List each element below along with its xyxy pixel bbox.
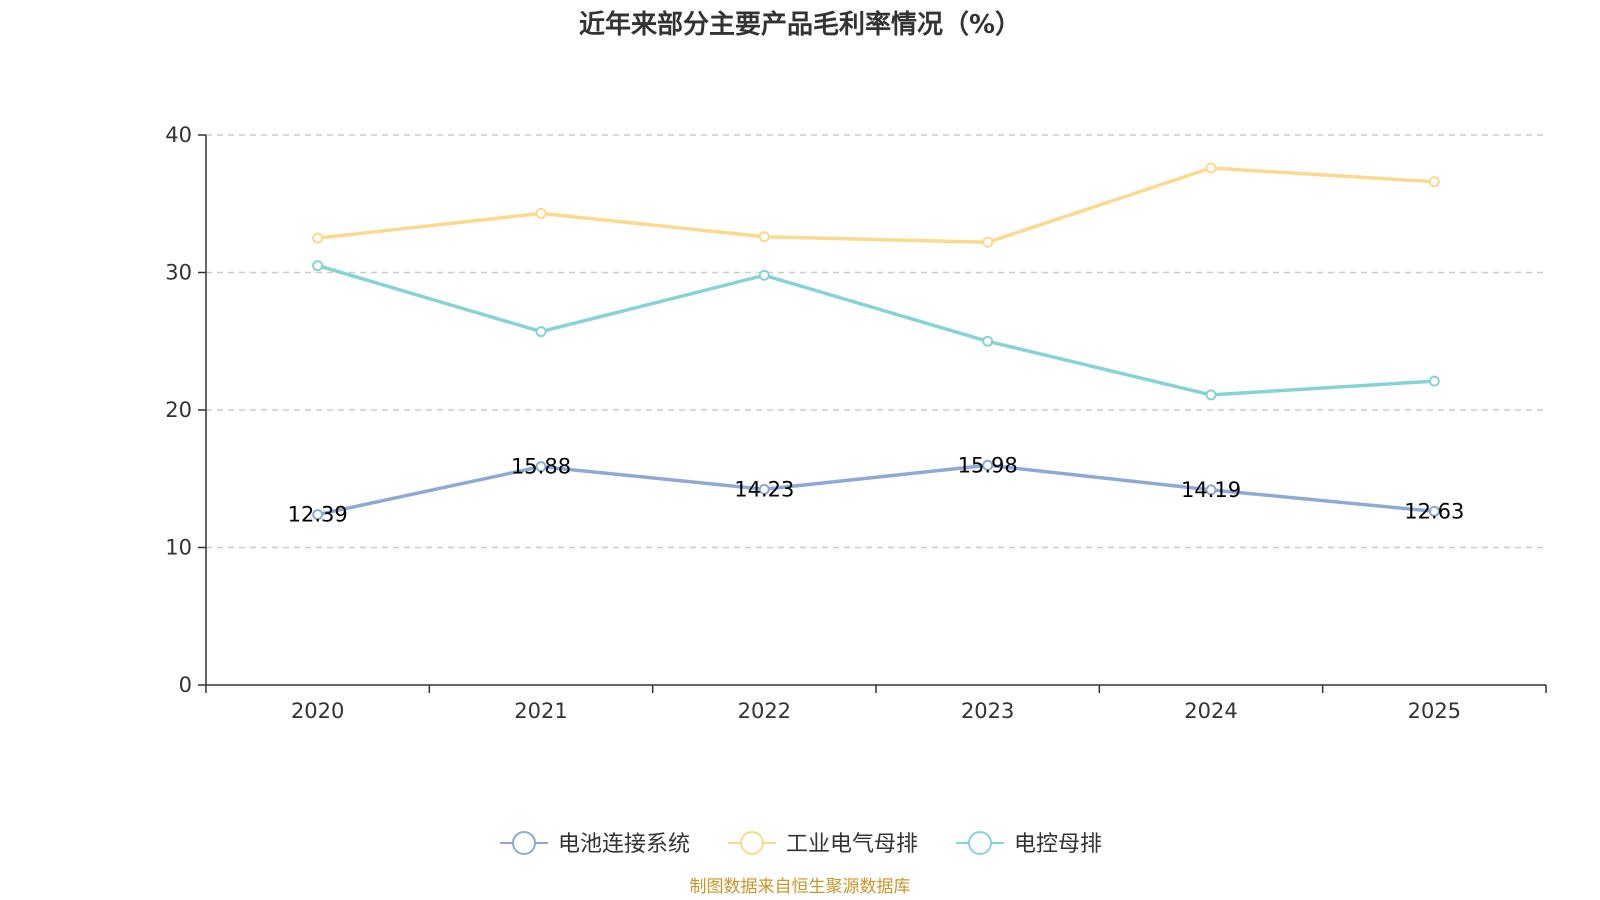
series-0-point-2023 [982,459,994,471]
legend-item-0[interactable]: 电池连接系统 [500,831,690,857]
legend[interactable]: 电池连接系统 工业电气母排 电控母排 [500,831,1102,857]
series-1-point-2020 [312,232,324,244]
legend-item-1[interactable]: 工业电气母排 [728,831,918,857]
y-tick-label-10: 10 [165,536,192,560]
legend-marker-2 [968,831,992,855]
series-line-0 [315,463,1437,517]
series-2-point-2024 [1205,389,1217,401]
series-2-point-2022 [758,269,770,281]
series-0-label-2020: 12.39 [288,503,348,527]
series-0-label-2024: 14.19 [1181,478,1241,502]
series-0-point-2022 [758,483,770,495]
series-1-point-2023 [982,236,994,248]
series-2-point-2020 [312,260,324,272]
series-0-label-2022: 14.23 [734,477,794,501]
y-tick-label-20: 20 [165,398,192,422]
legend-marker-1 [740,831,764,855]
series-1-point-2022 [758,231,770,243]
y-tick-label-0: 0 [179,673,192,697]
series-2-point-2023 [982,335,994,347]
series-0-point-2025 [1428,505,1440,517]
series-line-2 [315,263,1437,397]
series-1-point-2025 [1428,176,1440,188]
axes: 0 10 20 30 40 2020 2021 2022 2023 2024 2025 [165,123,1547,723]
series-0-label-2023: 15.98 [958,453,1018,477]
legend-label-1: 工业电气母排 [786,832,918,857]
x-tick-label-2022: 2022 [738,699,791,723]
grid-lines [206,134,1546,549]
series [312,162,1440,521]
chart-title: 近年来部分主要产品毛利率情况（%） [579,9,1021,40]
y-tick-label-40: 40 [165,123,192,147]
series-0-label-2025: 12.63 [1404,499,1464,523]
source-note: 制图数据来自恒生聚源数据库 [690,877,911,897]
x-tick-label-2020: 2020 [291,699,344,723]
legend-item-2[interactable]: 电控母排 [956,831,1102,857]
series-0-label-2021: 15.88 [511,455,571,479]
series-1-point-2024 [1205,162,1217,174]
series-1-point-2021 [535,207,547,219]
legend-label-2: 电控母排 [1014,832,1102,857]
series-2-point-2021 [535,326,547,338]
series-2-point-2025 [1428,375,1440,387]
series-0-point-2024 [1205,484,1217,496]
x-tick-label-2025: 2025 [1408,699,1461,723]
series-0-point-2021 [535,461,547,473]
x-tick-label-2021: 2021 [514,699,567,723]
legend-label-0: 电池连接系统 [558,832,690,857]
y-tick-label-30: 30 [165,261,192,285]
legend-marker-0 [512,831,536,855]
x-tick-label-2024: 2024 [1184,699,1237,723]
data-labels: 12.39 15.88 14.23 15.98 14.19 12.63 [288,453,1465,526]
series-line-1 [315,166,1437,245]
x-tick-label-2023: 2023 [961,699,1014,723]
series-0-point-2020 [312,509,324,521]
